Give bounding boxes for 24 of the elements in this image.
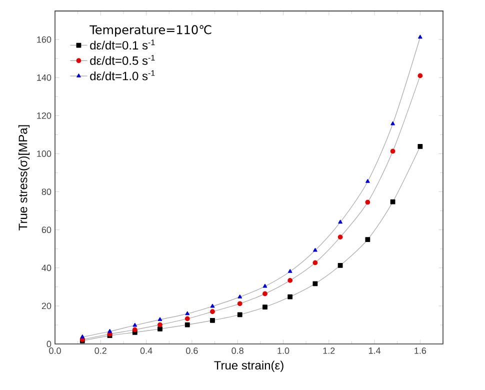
legend-label: dε/dt=0.1 s$^{-1}$ <box>90 40 155 50</box>
y-tick-label: 60 <box>42 226 52 234</box>
x-tick-label: 1.6 <box>414 348 426 354</box>
x-tick-label: 0.8 <box>232 348 244 354</box>
legend-title: Temperature=110℃ <box>90 25 212 37</box>
x-tick-label: 0.6 <box>186 348 198 354</box>
y-tick-label: 140 <box>37 74 52 81</box>
x-tick-label: 0.2 <box>94 348 106 354</box>
x-tick-label: 1.0 <box>278 348 290 354</box>
legend-label: dε/dt=1.0 s$^{-1}$ <box>90 70 155 80</box>
x-tick-label: 1.2 <box>323 348 335 354</box>
y-tick-label: 40 <box>42 264 52 272</box>
x-tick-label: 1.4 <box>368 348 381 354</box>
x-tick-label: 0.0 <box>49 348 61 354</box>
y-tick-label: 20 <box>42 302 52 310</box>
x-axis-title: True strain(ε) <box>214 360 284 372</box>
y-tick-label: 100 <box>37 150 52 157</box>
y-tick-label: 0 <box>46 340 52 348</box>
y-axis-title: True stress(σ)[MPa] <box>18 125 30 230</box>
y-tick-label: 120 <box>37 112 52 119</box>
legend-label: dε/dt=0.5 s$^{-1}$ <box>90 54 155 65</box>
y-tick-label: 160 <box>37 36 52 43</box>
x-tick-label: 0.4 <box>140 348 152 354</box>
y-tick-label: 80 <box>42 188 52 195</box>
